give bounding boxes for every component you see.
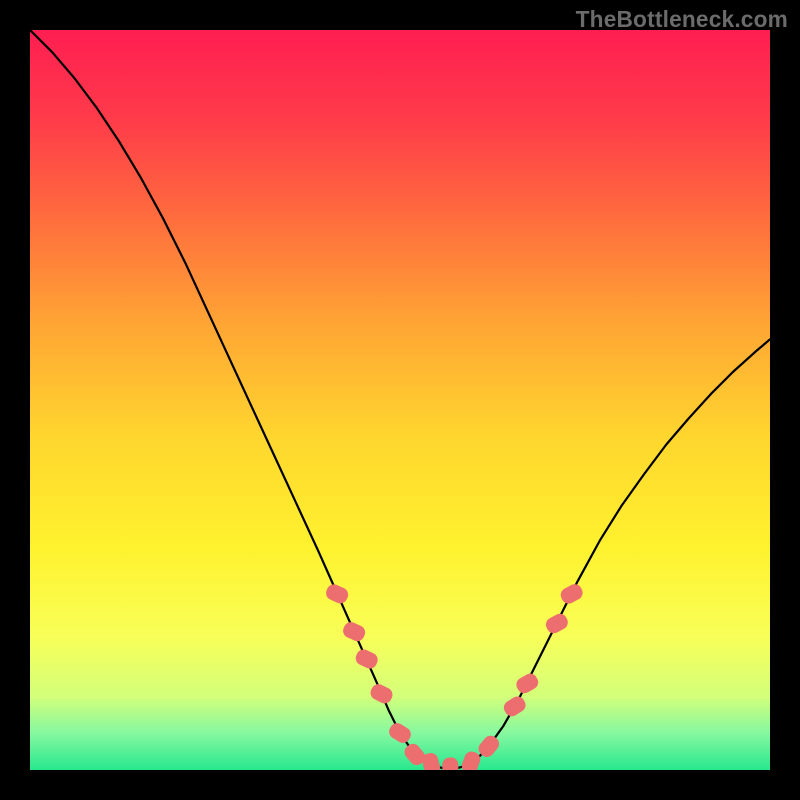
chart-svg [30, 30, 770, 770]
watermark-text: TheBottleneck.com [576, 6, 788, 33]
chart-frame: TheBottleneck.com [0, 0, 800, 800]
gradient-background [30, 30, 770, 770]
curve-marker [442, 758, 458, 770]
plot-area [30, 30, 770, 770]
